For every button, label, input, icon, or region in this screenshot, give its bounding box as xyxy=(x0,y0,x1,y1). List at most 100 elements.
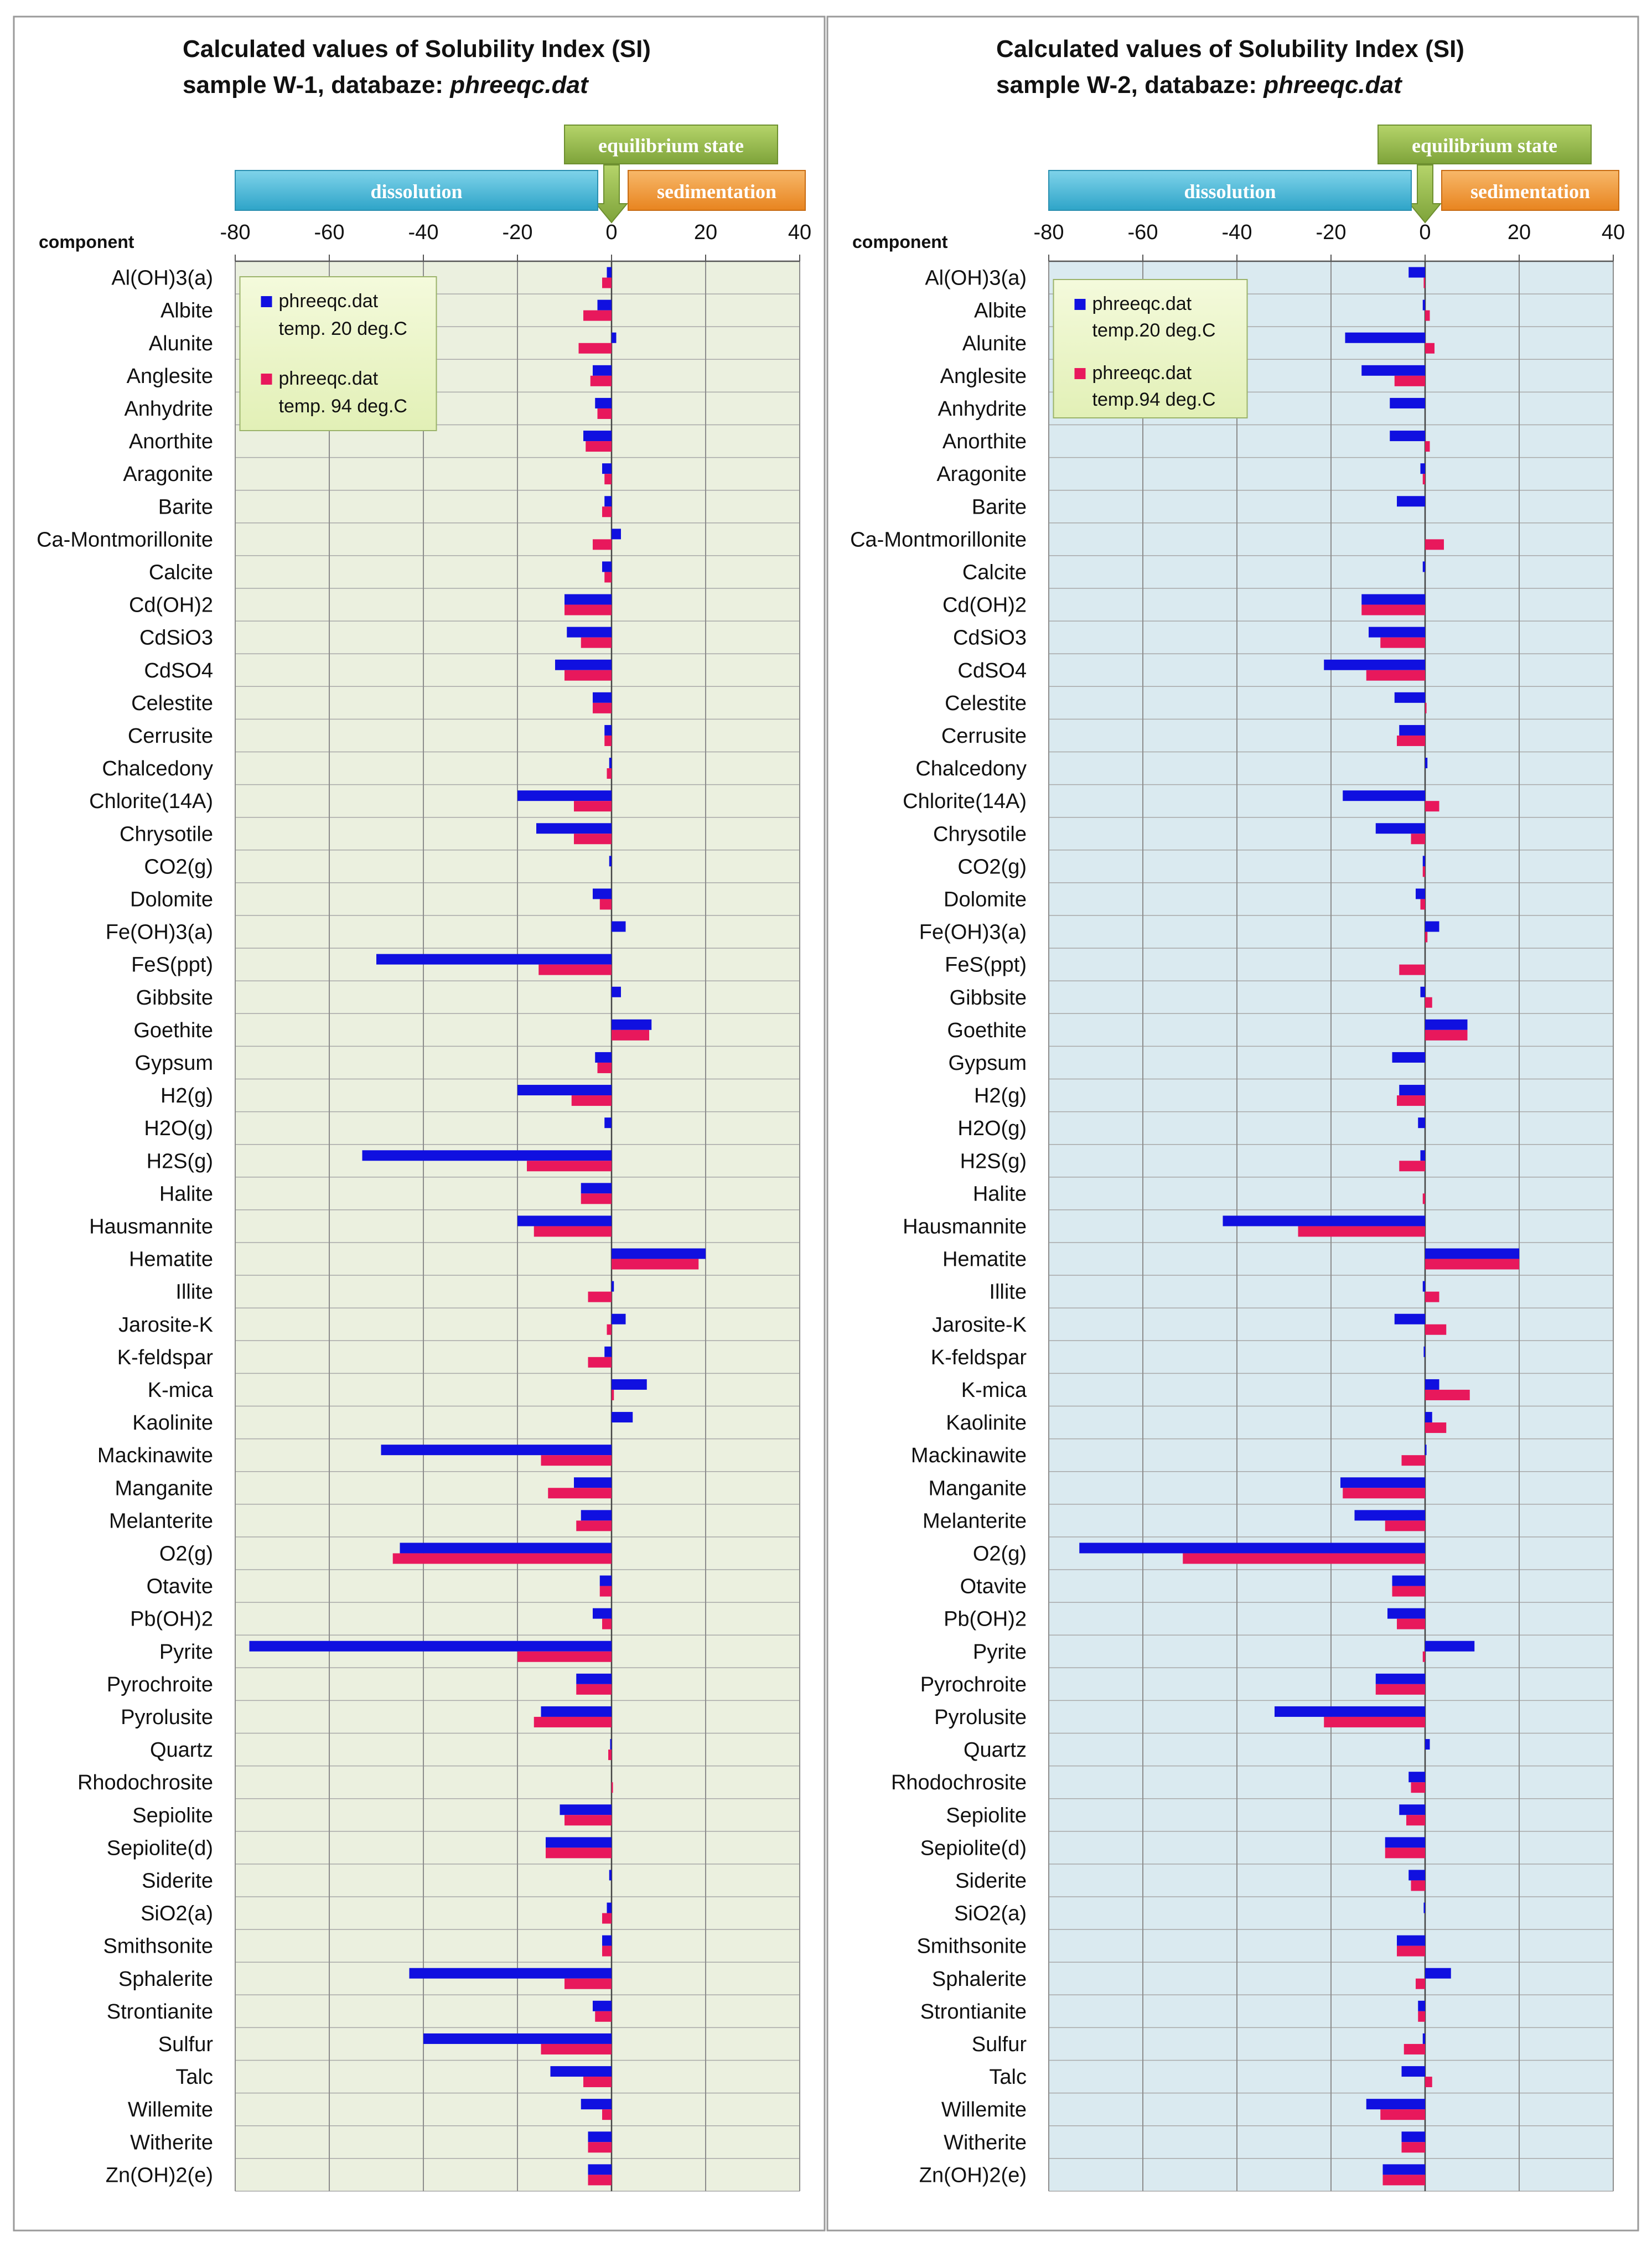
bar-20c xyxy=(1425,1412,1432,1423)
category-label: Gibbsite xyxy=(950,986,1027,1010)
bar-20c xyxy=(1375,823,1425,834)
bar-94c xyxy=(604,474,612,485)
bar-20c xyxy=(599,1575,612,1586)
category-label: Al(OH)3(a) xyxy=(111,267,213,290)
bar-94c xyxy=(1425,1324,1447,1335)
bar-94c xyxy=(1425,702,1427,713)
bar-94c xyxy=(602,1945,612,1957)
bar-20c xyxy=(1394,1313,1425,1324)
bar-20c xyxy=(1366,2099,1425,2110)
bar-94c xyxy=(607,768,612,779)
bar-94c xyxy=(602,2109,612,2120)
category-label: Hausmannite xyxy=(903,1215,1027,1238)
category-label: Melanterite xyxy=(109,1509,213,1533)
bar-94c xyxy=(1411,1880,1425,1891)
bar-94c xyxy=(595,2011,612,2022)
bar-20c xyxy=(607,267,612,278)
bar-20c xyxy=(574,1477,612,1488)
bar-20c xyxy=(517,790,612,801)
legend-swatch xyxy=(261,374,272,385)
bar-20c xyxy=(1399,1804,1425,1815)
dissolution-banner xyxy=(1048,170,1412,211)
bar-94c xyxy=(607,1324,612,1335)
category-label: Anorthite xyxy=(942,430,1027,453)
category-label: H2S(g) xyxy=(147,1150,213,1173)
category-label: H2(g) xyxy=(160,1084,213,1108)
category-label: Dolomite xyxy=(130,888,213,911)
bar-20c xyxy=(1392,1575,1425,1586)
bar-94c xyxy=(608,1750,612,1761)
bar-20c xyxy=(607,1902,612,1913)
bar-20c xyxy=(546,1837,612,1848)
category-label: Smithsonite xyxy=(916,1935,1027,1958)
bar-94c xyxy=(1380,2109,1425,2120)
legend-swatch xyxy=(1074,368,1086,379)
bar-94c xyxy=(593,539,612,550)
category-label: Gypsum xyxy=(949,1052,1027,1075)
bar-94c xyxy=(1298,1226,1425,1237)
bar-94c xyxy=(565,670,612,681)
legend-label-line2: temp.94 deg.C xyxy=(1092,389,1216,410)
bar-94c xyxy=(1425,1291,1439,1302)
bar-94c xyxy=(597,1062,612,1073)
bar-94c xyxy=(1425,931,1428,943)
chart-subtitle-database: phreeqc.dat xyxy=(449,71,589,99)
category-label: Pyrochroite xyxy=(107,1673,213,1696)
bar-94c xyxy=(534,1716,612,1727)
chart-subtitle: sample W-2, databaze: phreeqc.dat xyxy=(996,71,1403,99)
category-label: K-feldspar xyxy=(117,1346,214,1369)
bar-20c xyxy=(604,1346,612,1357)
bar-20c xyxy=(409,1968,612,1979)
legend-label-line2: temp.20 deg.C xyxy=(1092,320,1216,341)
category-label: Pyrolusite xyxy=(121,1706,213,1729)
bar-94c xyxy=(602,1913,612,1924)
bar-94c xyxy=(1361,604,1425,615)
bar-20c xyxy=(593,2000,612,2011)
bar-94c xyxy=(527,1161,612,1172)
bar-20c xyxy=(604,496,612,507)
bar-94c xyxy=(1382,2175,1425,2186)
bar-20c xyxy=(581,1183,612,1194)
bar-20c xyxy=(576,1673,612,1684)
category-label: Pyrochroite xyxy=(920,1673,1027,1696)
bar-20c xyxy=(1361,594,1425,605)
bar-94c xyxy=(1425,1029,1468,1041)
bar-20c xyxy=(1354,1510,1425,1521)
bar-20c xyxy=(517,1215,612,1226)
category-label: Chalcedony xyxy=(102,757,213,780)
x-tick-label: -60 xyxy=(1128,221,1158,244)
bar-20c xyxy=(1420,463,1425,474)
bar-94c xyxy=(1397,1095,1425,1106)
bar-20c xyxy=(1420,1150,1425,1161)
category-label: Witherite xyxy=(130,2131,213,2154)
category-label: CO2(g) xyxy=(144,855,213,878)
category-label: Quartz xyxy=(150,1738,213,1762)
category-label: Willemite xyxy=(941,2098,1027,2121)
bar-20c xyxy=(1385,1837,1425,1848)
bar-94c xyxy=(548,1488,612,1499)
sedimentation-label: sedimentation xyxy=(1470,180,1590,203)
bar-20c xyxy=(1425,1248,1519,1259)
bar-94c xyxy=(1366,670,1425,681)
bar-20c xyxy=(1223,1215,1425,1226)
bar-20c xyxy=(583,431,612,442)
category-label: Sepiolite(d) xyxy=(107,1836,213,1860)
bar-94c xyxy=(541,2043,612,2054)
bar-20c xyxy=(612,1281,614,1292)
bar-94c xyxy=(583,2077,612,2088)
bar-94c xyxy=(1343,1488,1425,1499)
bar-94c xyxy=(1418,2011,1425,2022)
category-label: Alunite xyxy=(962,332,1027,355)
x-tick-label: 40 xyxy=(1602,221,1625,244)
category-label: Otavite xyxy=(960,1575,1027,1598)
bar-20c xyxy=(560,1804,612,1815)
category-label: Calcite xyxy=(149,561,213,584)
category-label: Anhydrite xyxy=(124,397,213,421)
chart-subtitle-prefix: sample W-2, databaze: xyxy=(996,71,1263,99)
bar-20c xyxy=(612,921,626,932)
category-label: Calcite xyxy=(962,561,1027,584)
chart-subtitle-database: phreeqc.dat xyxy=(1263,71,1403,99)
panel-frame xyxy=(13,15,826,2232)
bar-20c xyxy=(1423,1902,1425,1913)
